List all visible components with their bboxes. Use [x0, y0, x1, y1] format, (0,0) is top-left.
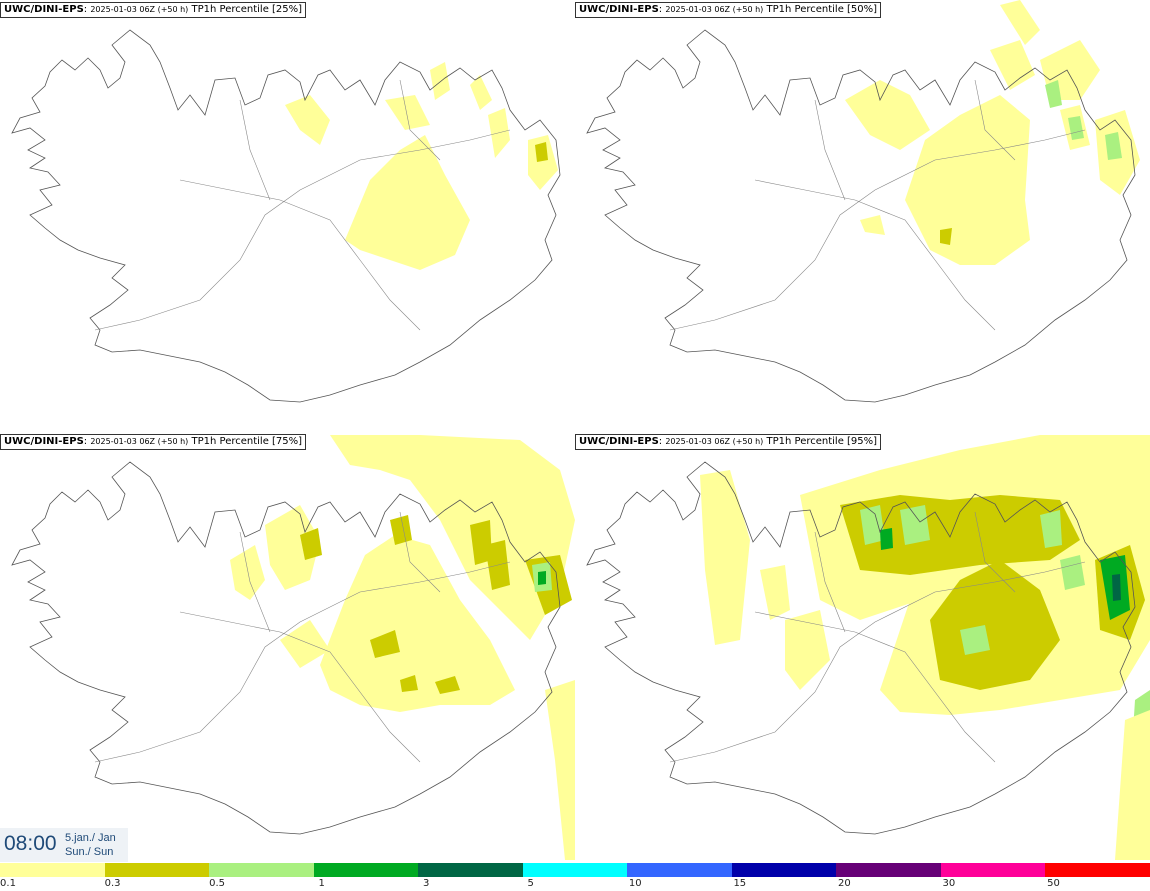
- precip-area: [385, 95, 430, 130]
- road-line: [814, 99, 846, 201]
- road-line: [974, 511, 1016, 593]
- precip-area: [300, 528, 322, 560]
- precip-area: [320, 535, 515, 712]
- precip-area: [1115, 710, 1150, 860]
- precip-area: [1112, 574, 1121, 601]
- precip-area: [900, 505, 930, 545]
- map-panel-75: UWC/DINI-EPS: 2025-01-03 06Z (+50 h) TP1…: [0, 432, 575, 863]
- precip-area: [860, 215, 885, 235]
- legend-swatch: [0, 863, 105, 877]
- legend-label: 1: [318, 878, 325, 889]
- road-line: [754, 611, 996, 763]
- precip-area: [1040, 510, 1062, 548]
- panel-title: UWC/DINI-EPS: 2025-01-03 06Z (+50 h) TP1…: [0, 2, 307, 18]
- precip-area: [538, 571, 546, 585]
- precip-area: [1000, 0, 1040, 45]
- precip-area: [785, 610, 830, 690]
- precip-area: [280, 620, 330, 668]
- road-line: [239, 531, 271, 633]
- precip-area: [390, 515, 412, 545]
- valid-time-box: 08:00 5.jan./ Jan Sun./ Sun: [0, 828, 128, 862]
- iceland-coastline: [11, 29, 561, 403]
- precip-area: [1045, 80, 1062, 108]
- precip-area: [1068, 116, 1084, 140]
- valid-date-line: 5.jan./ Jan: [65, 832, 116, 844]
- precip-area: [845, 80, 930, 150]
- precip-area: [430, 62, 450, 100]
- valid-time-date: 5.jan./ Jan Sun./ Sun: [65, 831, 116, 859]
- precip-area: [370, 630, 400, 658]
- road-line: [179, 611, 421, 763]
- precip-area: [545, 680, 575, 860]
- legend-label: 15: [733, 878, 747, 889]
- legend-label: 5: [527, 878, 534, 889]
- legend-label: 50: [1047, 878, 1060, 889]
- road-line: [669, 561, 1086, 763]
- precip-area: [700, 470, 750, 645]
- precip-area: [930, 560, 1060, 690]
- road-line: [94, 129, 511, 331]
- legend-swatch: [1045, 863, 1150, 877]
- precip-area: [285, 95, 330, 145]
- precip-area: [880, 528, 893, 550]
- map-panel-50: UWC/DINI-EPS: 2025-01-03 06Z (+50 h) TP1…: [575, 0, 1150, 431]
- precip-map: [586, 435, 1150, 860]
- precip-area: [435, 676, 460, 694]
- legend-swatch: [627, 863, 732, 877]
- precip-map: [11, 29, 561, 403]
- road-line: [179, 179, 421, 331]
- valid-day-line: Sun./ Sun: [65, 846, 114, 858]
- color-legend-bar: [0, 863, 1150, 877]
- panel-title: UWC/DINI-EPS: 2025-01-03 06Z (+50 h) TP1…: [0, 434, 307, 450]
- legend-swatch: [522, 863, 628, 877]
- road-line: [399, 511, 441, 593]
- valid-time-clock: 08:00: [4, 832, 57, 855]
- road-line: [974, 79, 1016, 161]
- precip-area: [400, 675, 418, 692]
- precip-area: [860, 505, 885, 545]
- precip-map: [11, 435, 575, 860]
- panel-title: UWC/DINI-EPS: 2025-01-03 06Z (+50 h) TP1…: [575, 2, 882, 18]
- precip-area: [470, 75, 492, 110]
- map-panel-95: UWC/DINI-EPS: 2025-01-03 06Z (+50 h) TP1…: [575, 432, 1150, 863]
- road-line: [94, 561, 511, 763]
- iceland-coastline: [586, 29, 1136, 403]
- legend-label: 0.1: [0, 878, 16, 889]
- road-line: [399, 79, 441, 161]
- precip-area: [905, 95, 1030, 265]
- precip-map: [586, 0, 1140, 403]
- legend-swatch: [836, 863, 941, 877]
- legend-swatch: [940, 863, 1046, 877]
- legend-label: 0.5: [209, 878, 226, 889]
- precip-area: [840, 495, 1080, 575]
- precip-area: [760, 565, 790, 620]
- iceland-coastline: [11, 461, 561, 835]
- legend-swatch: [313, 863, 419, 877]
- precip-area: [960, 625, 990, 655]
- legend-label: 10: [628, 878, 642, 889]
- precip-area: [535, 142, 548, 162]
- precip-area: [990, 40, 1035, 90]
- precip-area: [330, 435, 575, 640]
- legend-label: 3: [422, 878, 430, 889]
- legend-swatch: [731, 863, 837, 877]
- road-line: [239, 99, 271, 201]
- legend-swatch: [418, 863, 523, 877]
- precip-area: [230, 545, 265, 600]
- road-line: [669, 129, 1086, 331]
- precip-area: [345, 135, 470, 270]
- road-line: [754, 179, 996, 331]
- legend-label: 30: [942, 878, 956, 889]
- map-panel-25: UWC/DINI-EPS: 2025-01-03 06Z (+50 h) TP1…: [0, 0, 575, 431]
- road-line: [814, 531, 846, 633]
- precip-area: [1105, 132, 1122, 160]
- legend-swatch: [209, 863, 314, 877]
- panel-title: UWC/DINI-EPS: 2025-01-03 06Z (+50 h) TP1…: [575, 434, 882, 450]
- legend-label: 0.3: [104, 878, 121, 889]
- legend-swatch: [104, 863, 210, 877]
- precip-area: [940, 228, 952, 245]
- precip-area: [265, 505, 320, 590]
- iceland-coastline: [586, 461, 1136, 835]
- legend-label: 20: [837, 878, 851, 889]
